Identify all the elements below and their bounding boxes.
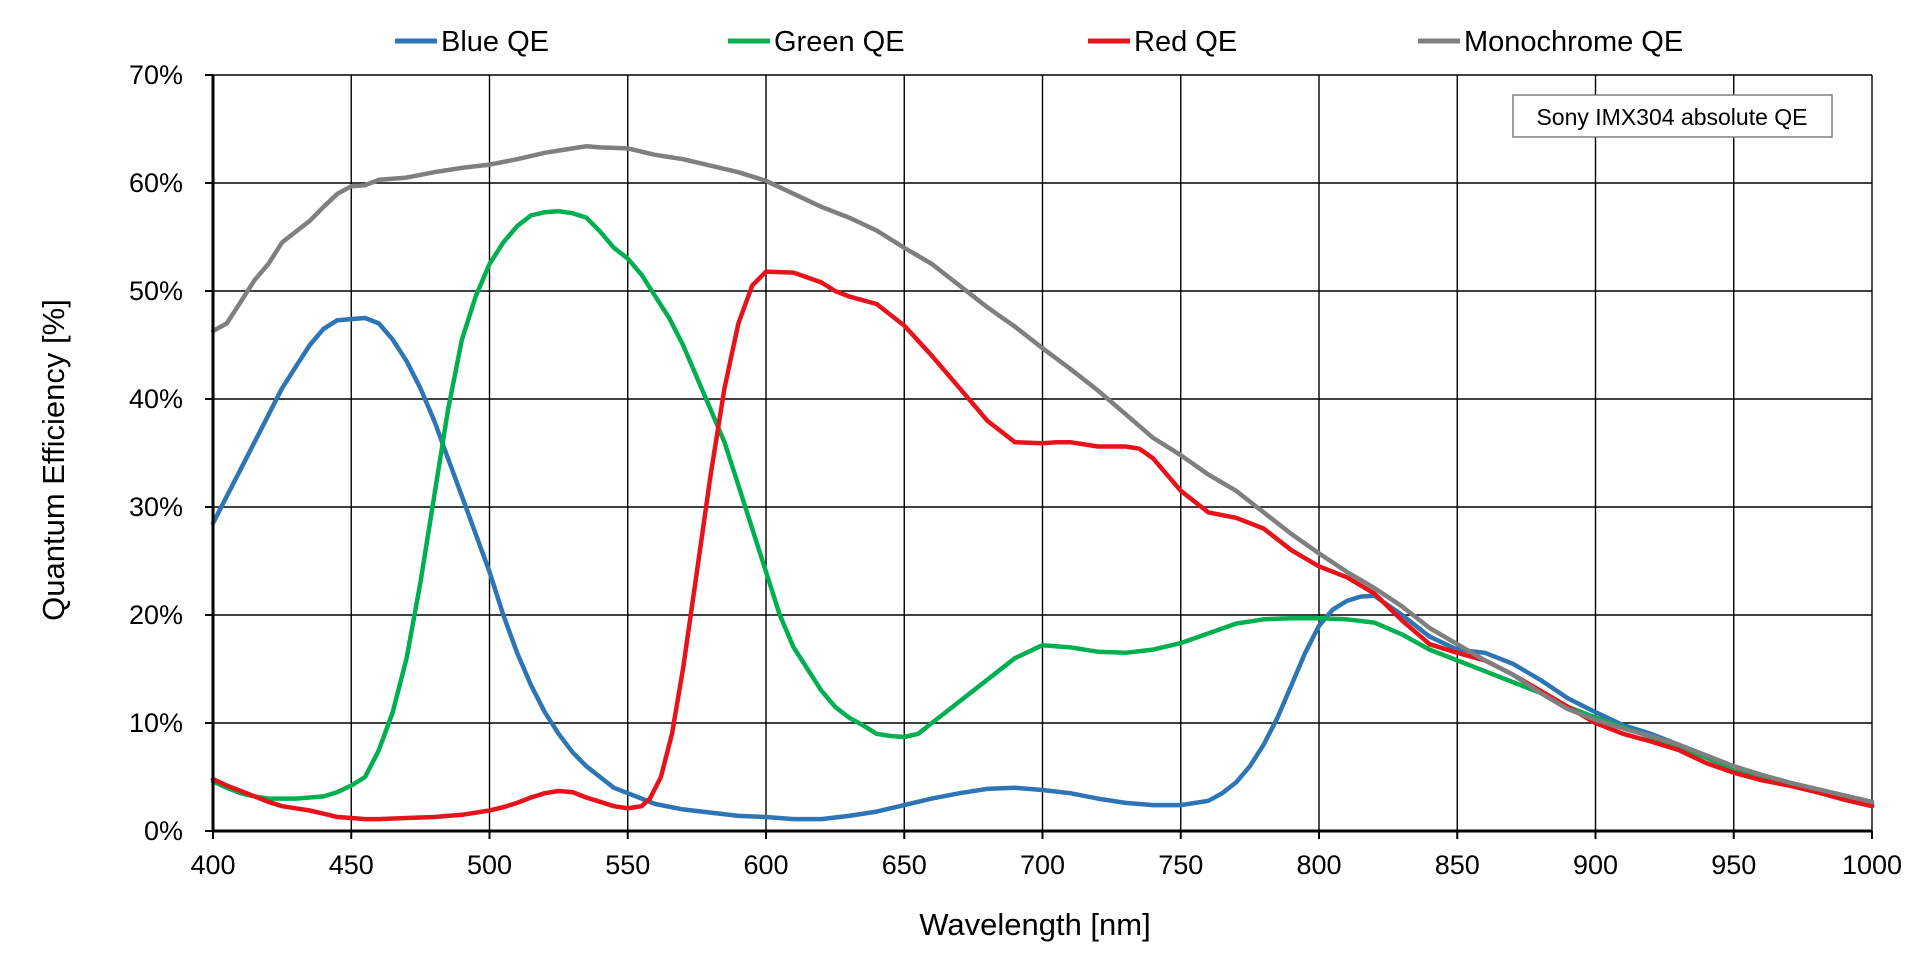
y-tick-label: 0% (144, 816, 183, 846)
x-tick-label: 750 (1158, 850, 1203, 880)
annotation-text: Sony IMX304 absolute QE (1536, 104, 1807, 130)
y-tick-label: 70% (129, 60, 183, 90)
legend-label: Green QE (774, 26, 905, 58)
y-tick-label: 10% (129, 708, 183, 738)
x-tick-label: 450 (329, 850, 374, 880)
y-tick-label: 40% (129, 384, 183, 414)
legend-label: Blue QE (441, 26, 549, 58)
x-tick-label: 650 (882, 850, 927, 880)
legend: Blue QE Green QE Red QE Monochrome QE (395, 26, 1683, 58)
legend-item-green-qe: Green QE (728, 26, 905, 58)
x-tick-label: 600 (743, 850, 788, 880)
x-tick-label: 700 (1020, 850, 1065, 880)
legend-item-blue-qe: Blue QE (395, 26, 549, 58)
legend-label: Monochrome QE (1464, 26, 1683, 58)
series-layer (210, 144, 1875, 822)
series-line-monochrome-qe (210, 144, 1875, 805)
y-tick-label: 60% (129, 168, 183, 198)
y-tick-label: 50% (129, 276, 183, 306)
x-tick-label: 550 (605, 850, 650, 880)
x-tick-label: 400 (190, 850, 235, 880)
x-axis-title: Wavelength [nm] (919, 907, 1150, 942)
series-line-blue-qe (210, 315, 1875, 822)
x-tick-label: 950 (1711, 850, 1756, 880)
x-tick-label: 800 (1296, 850, 1341, 880)
annotation-box: Sony IMX304 absolute QE (1512, 94, 1833, 138)
series-line-green-qe (210, 208, 1875, 806)
y-tick-label: 30% (129, 492, 183, 522)
x-tick-label: 1000 (1842, 850, 1902, 880)
annotation-frame (1512, 94, 1833, 138)
y-axis-title: Quantum Efficiency [%] (36, 299, 71, 621)
legend-label: Red QE (1134, 26, 1237, 58)
legend-item-monochrome-qe: Monochrome QE (1418, 26, 1683, 58)
ticks-layer: 0% 10% 20% 30% 40% 50% 60% 70% 400 450 500 550 600 65… (129, 60, 1902, 880)
legend-item-red-qe: Red QE (1088, 26, 1237, 58)
x-tick-label: 500 (467, 850, 512, 880)
x-tick-label: 850 (1435, 850, 1480, 880)
x-tick-label: 900 (1573, 850, 1618, 880)
y-tick-label: 20% (129, 600, 183, 630)
